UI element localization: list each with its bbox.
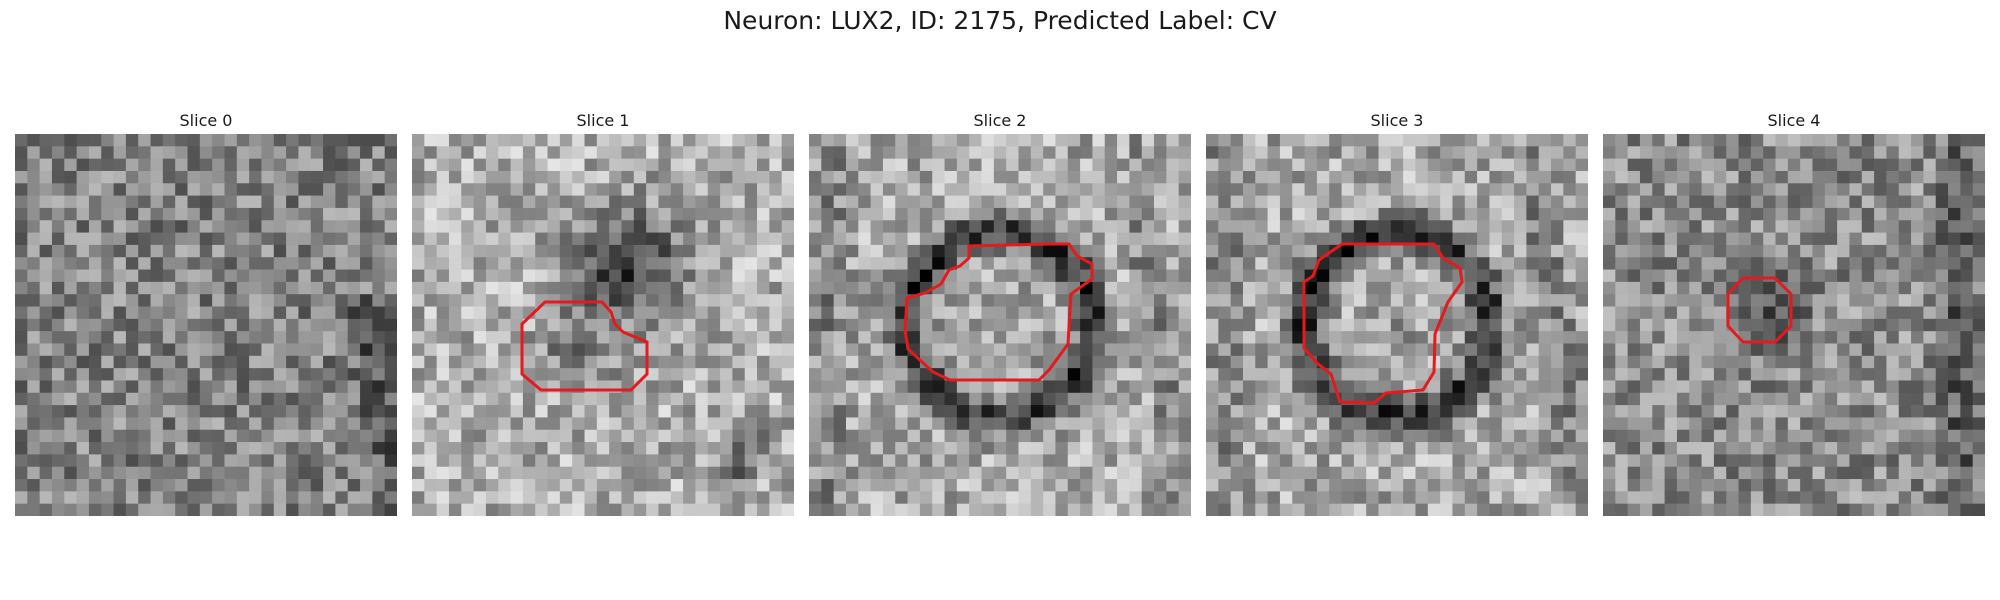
figure-title: Neuron: LUX2, ID: 2175, Predicted Label:… — [723, 6, 1277, 35]
slice-title: Slice 3 — [1370, 111, 1424, 130]
segmentation-contour — [1302, 242, 1464, 405]
slice-image-4 — [1603, 134, 1985, 516]
slice-image-2 — [809, 134, 1191, 516]
slice-title: Slice 0 — [179, 111, 233, 130]
slice-panel-2: Slice 2 — [809, 108, 1191, 516]
segmentation-contour — [1726, 276, 1793, 344]
slice-panel-4: Slice 4 — [1603, 108, 1985, 516]
segmentation-contour — [520, 300, 649, 392]
slice-title: Slice 2 — [973, 111, 1027, 130]
slice-image-3 — [1206, 134, 1588, 516]
slice-panel-0: Slice 0 — [15, 108, 397, 516]
slice-title: Slice 4 — [1767, 111, 1821, 130]
slice-title: Slice 1 — [576, 111, 630, 130]
segmentation-contour — [903, 242, 1094, 382]
slice-image-1 — [412, 134, 794, 516]
slice-image-0 — [15, 134, 397, 516]
slice-panel-3: Slice 3 — [1206, 108, 1588, 516]
slice-panel-1: Slice 1 — [412, 108, 794, 516]
